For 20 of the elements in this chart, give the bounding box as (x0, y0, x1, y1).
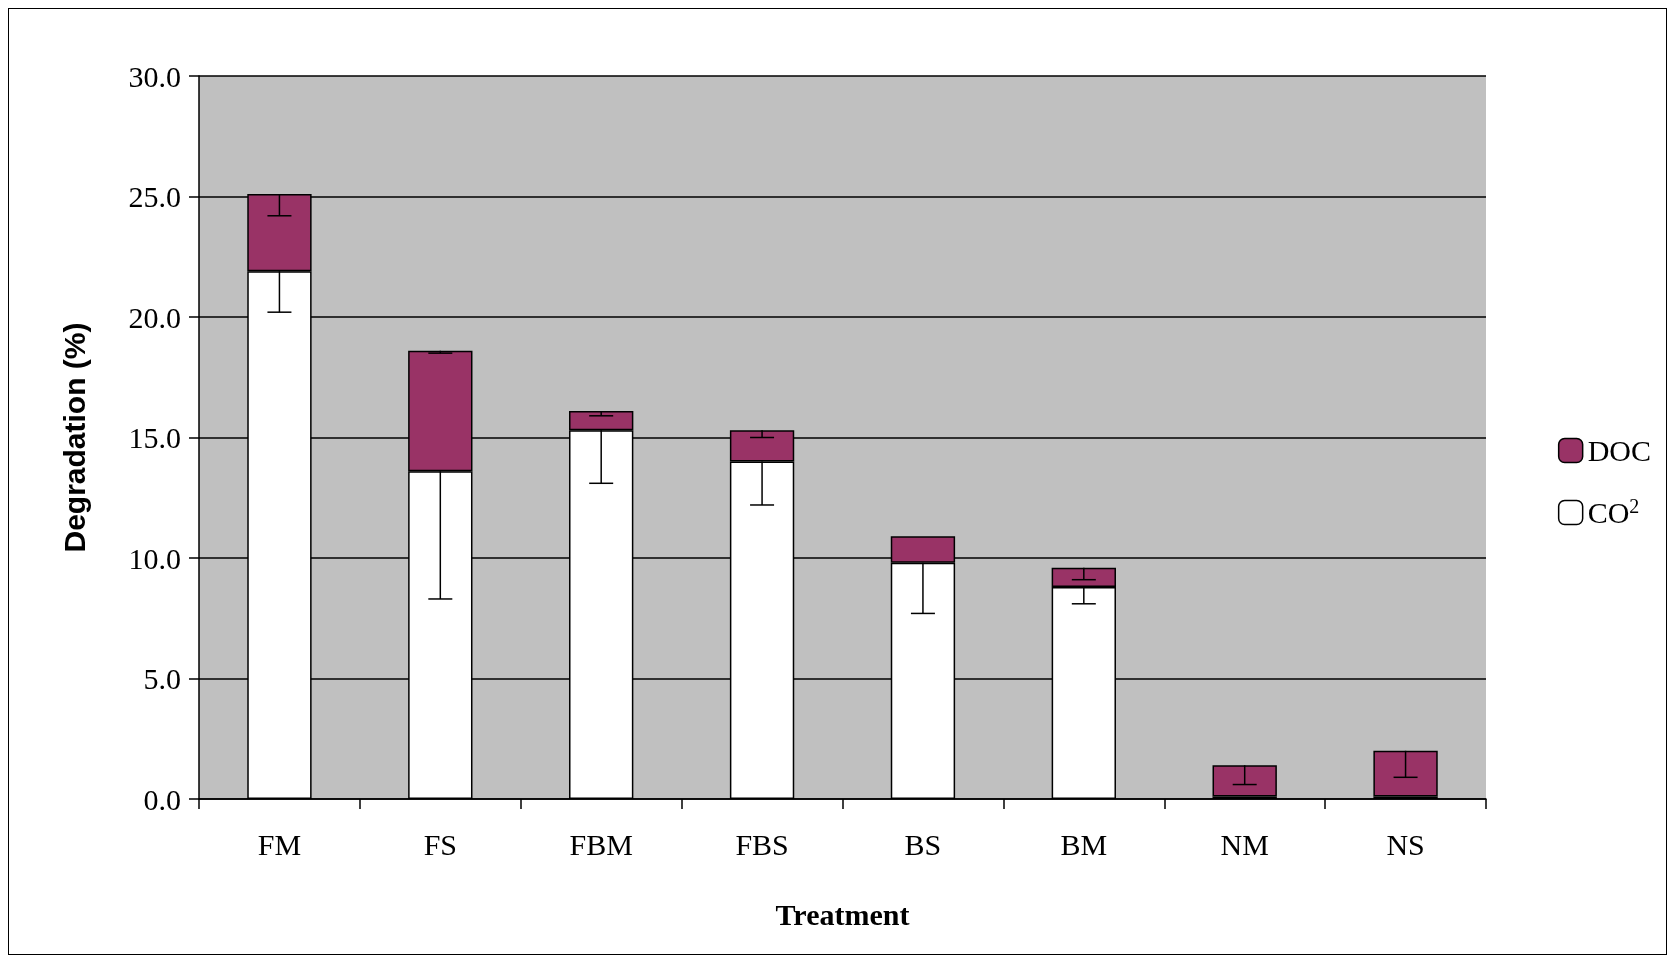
y-tick-label: 30.0 (128, 59, 181, 93)
legend-label: DOC (1587, 434, 1651, 467)
x-tick-label: NM (1220, 827, 1269, 861)
x-axis-title: Treatment (775, 897, 910, 931)
bar (1212, 765, 1277, 797)
y-tick-label: 25.0 (128, 180, 181, 213)
x-tick-label: NS (1386, 827, 1425, 861)
x-tick-label: BS (904, 827, 942, 861)
y-tick-label: 15.0 (128, 421, 181, 454)
y-tick-label: 20.0 (128, 300, 181, 334)
x-tick-label: FBS (735, 827, 789, 861)
x-tick-label: FM (257, 827, 302, 861)
y-axis-title: Degradation (%) (57, 322, 91, 553)
x-tick-label: FS (423, 827, 457, 861)
y-tick-label: 5.0 (143, 662, 181, 695)
x-tick-label: FBM (569, 827, 633, 861)
bar (1373, 750, 1438, 797)
x-tick-label: BM (1060, 827, 1108, 861)
y-tick-label: 0.0 (143, 782, 181, 816)
y-tick-label: 10.0 (128, 541, 181, 575)
